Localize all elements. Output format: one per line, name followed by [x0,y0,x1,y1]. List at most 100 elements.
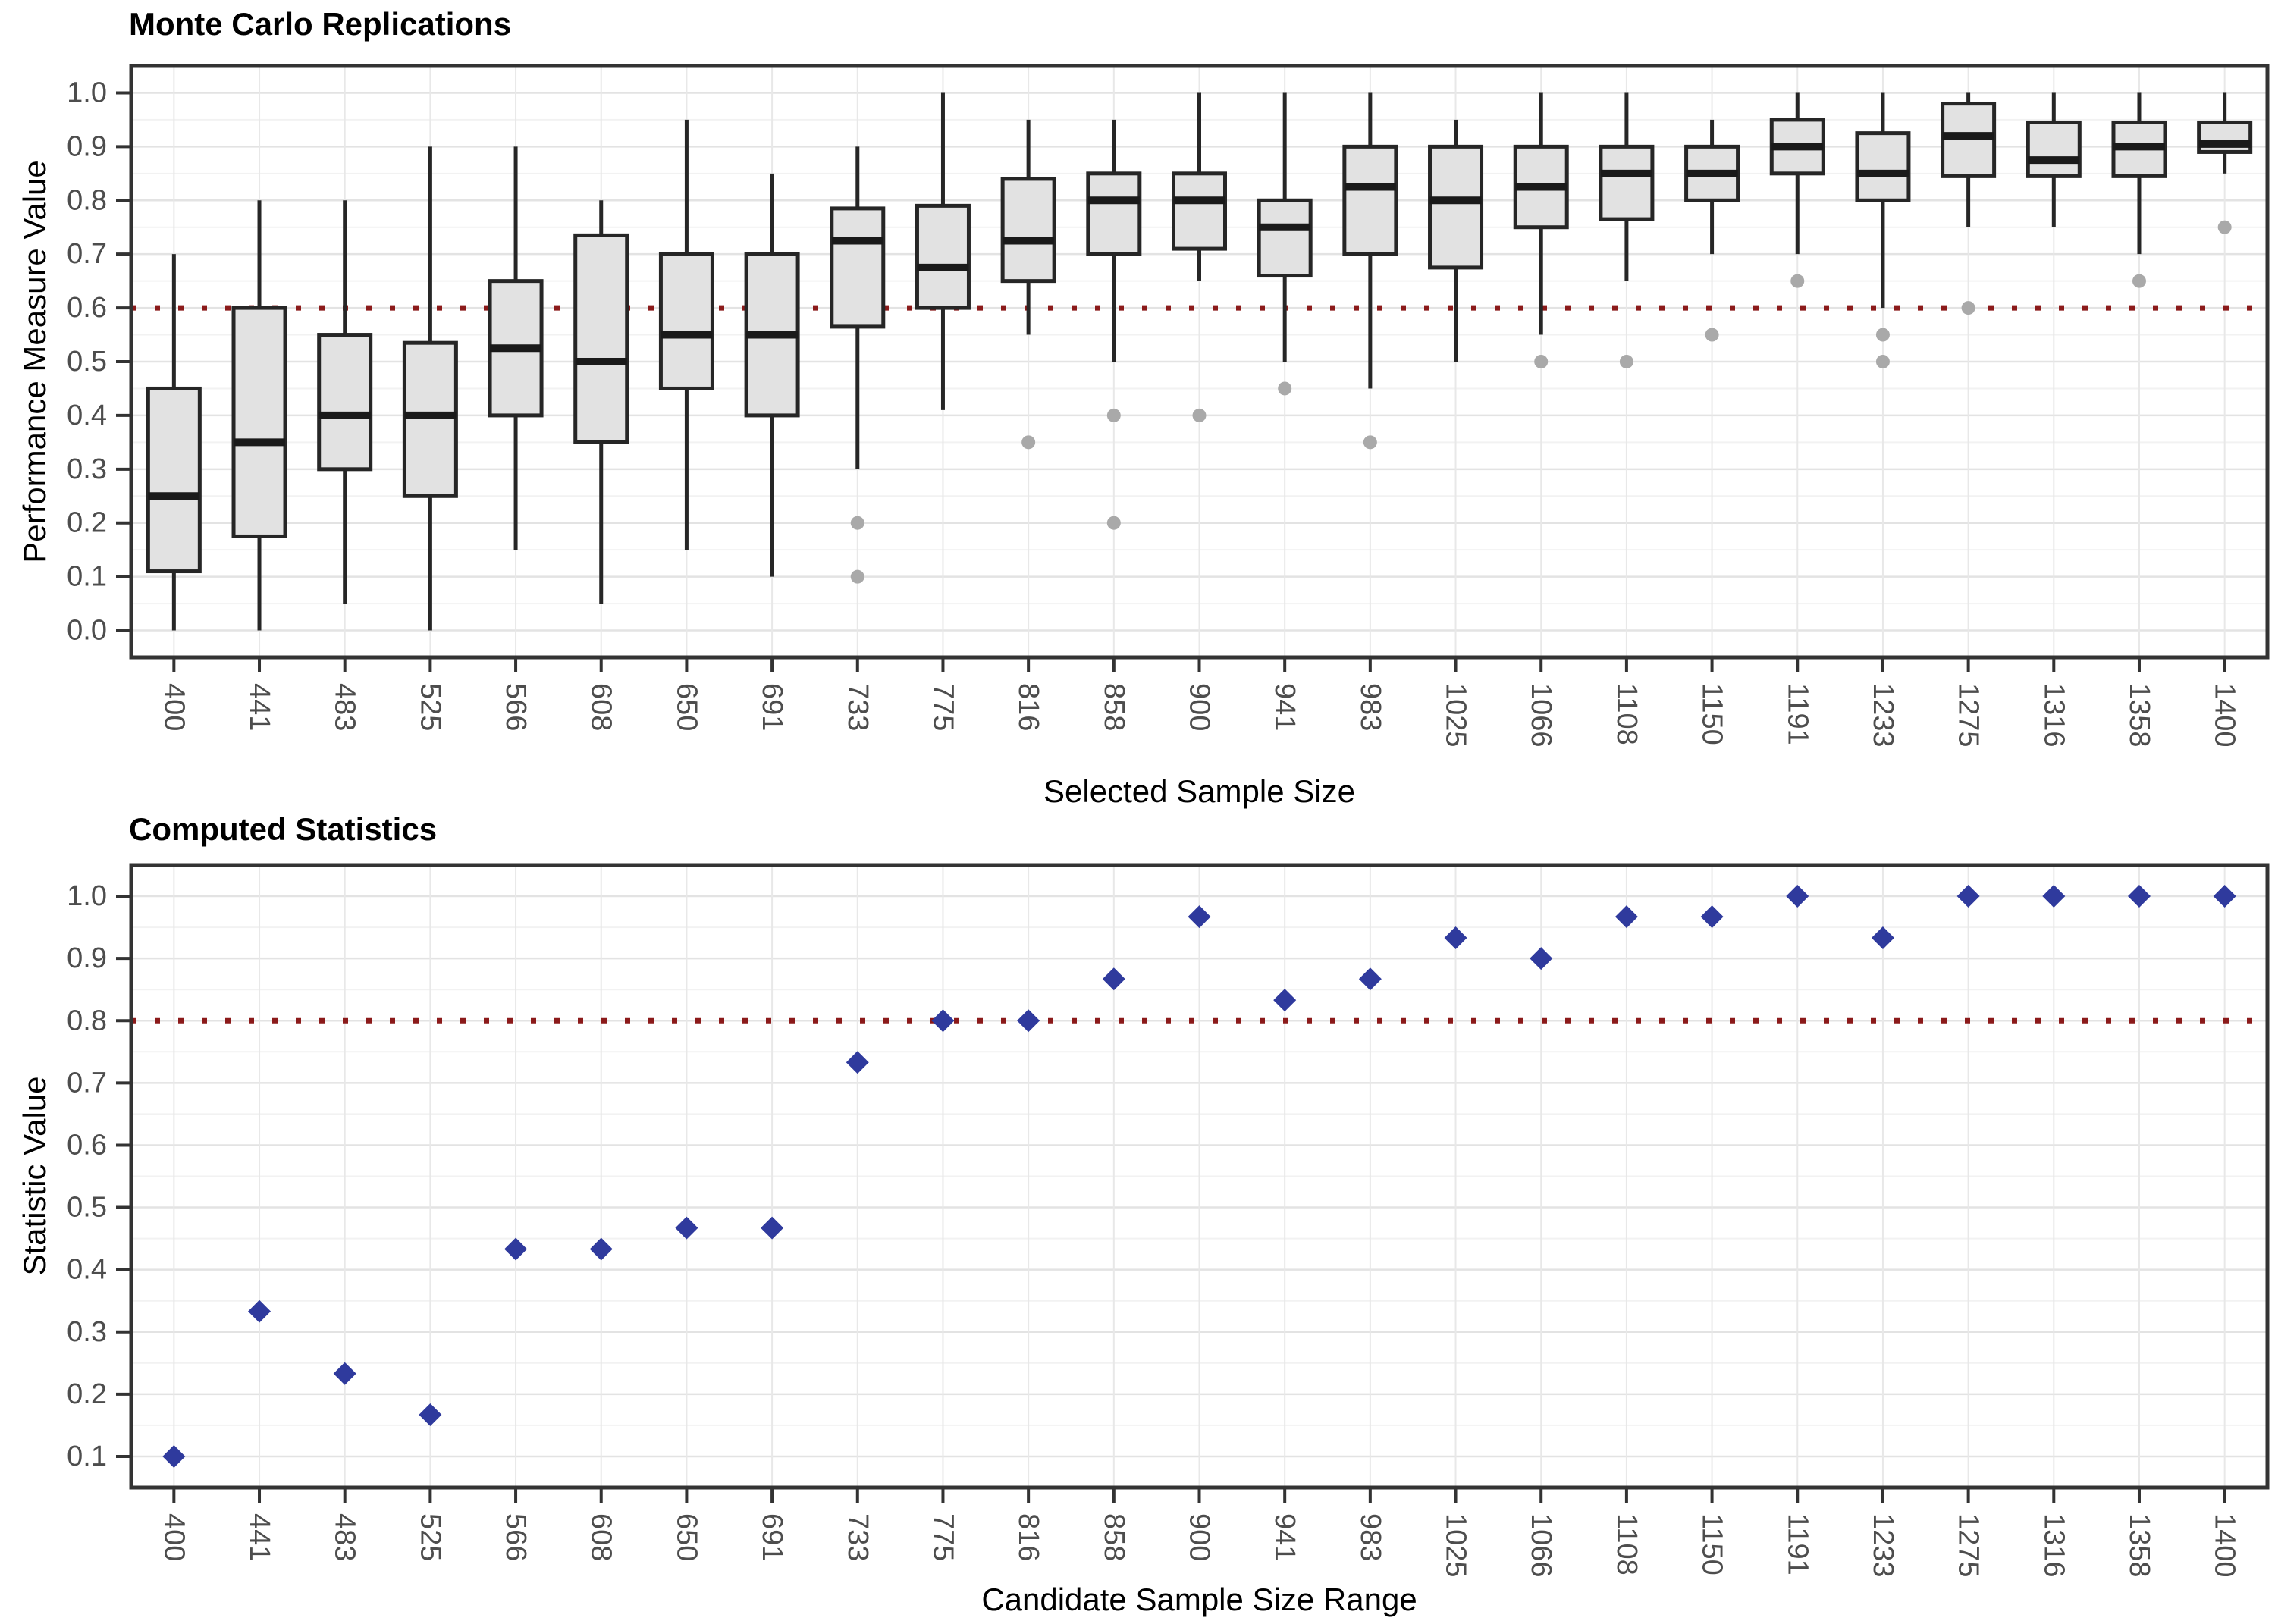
x-tick-label: 1066 [1525,1513,1557,1578]
scatter-point-983 [1358,967,1382,991]
scatter-point-1066 [1530,947,1553,970]
x-tick-label: 608 [585,1513,617,1561]
box-1066 [1513,92,1569,368]
outlier-point [1363,435,1377,450]
box-441 [231,200,287,631]
x-tick-label: 1191 [1781,1513,1813,1575]
x-tick-label: 1066 [1525,683,1557,748]
box-775 [915,92,971,410]
box-483 [317,200,373,604]
scatter-point-1191 [1786,885,1809,908]
outlier-point [1106,516,1121,530]
scatter-point-900 [1188,905,1211,929]
x-tick-label: 1108 [1611,1513,1643,1575]
x-tick-label: 900 [1184,683,1216,731]
x-tick-label: 1275 [1953,683,1985,748]
scatter-point-733 [846,1051,869,1074]
panel-2: 0.1 0.2 0.3 0.4 0.5 0.6 0.7 0.8 0.9 1.0 400 441 483 5… [67,863,2270,1578]
y-tick-label: 1.0 [67,77,107,108]
x-tick-label: 525 [414,1513,446,1561]
scatter-point-941 [1273,989,1297,1012]
scatter-point-858 [1102,967,1125,991]
outlier-point [1705,328,1719,342]
y-tick-label: 0.2 [67,1378,107,1410]
box-1316 [2026,92,2082,227]
scatter-point-400 [162,1444,186,1468]
outlier-point [1875,328,1890,342]
outlier-point [2217,220,2232,234]
y-tick-label: 0.9 [67,942,107,974]
x-tick-label: 483 [329,683,361,731]
y-tick-label: 1.0 [67,880,107,912]
x-tick-label: 775 [927,683,959,731]
box-983 [1342,92,1398,450]
scatter-point-1316 [2042,885,2066,908]
x-tick-label: 441 [243,683,275,731]
x-tick-label: 1150 [1696,1513,1728,1575]
x-tick-label: 691 [756,1513,788,1561]
scatter-point-1150 [1700,905,1724,929]
box-650 [658,119,714,550]
scatter-point-816 [1017,1009,1040,1033]
y-tick-label: 0.3 [67,1316,107,1348]
x-tick-label: 858 [1098,1513,1130,1561]
y-tick-label: 0.7 [67,238,107,270]
panel1-y-axis-title: Performance Measure Value [17,160,52,563]
x-tick-label: 400 [158,683,190,731]
panel2-title: Computed Statistics [129,811,438,847]
x-tick-label: 650 [670,1513,702,1561]
x-tick-label: 1358 [2123,683,2155,748]
panel2-x-axis-title: Candidate Sample Size Range [981,1582,1417,1617]
outlier-point [850,516,864,530]
box-525 [402,146,458,631]
y-tick-label: 0.5 [67,346,107,378]
panel-1: 0.0 0.1 0.2 0.3 0.4 0.5 0.6 0.7 0.8 0.9 1.0 400 441 4… [67,64,2270,748]
scatter-point-775 [931,1009,955,1033]
x-tick-label: 1400 [2209,683,2241,748]
box-733 [830,146,886,584]
y-tick-label: 0.4 [67,1254,107,1286]
outlier-point [2132,274,2146,288]
x-tick-label: 525 [414,683,446,731]
x-tick-label: 1025 [1440,1513,1472,1578]
scatter-point-1400 [2213,885,2236,908]
outlier-point [1106,408,1121,422]
outlier-point [1875,355,1890,368]
box-1233 [1855,92,1911,368]
scatter-point-650 [675,1216,698,1240]
x-tick-label: 733 [842,1513,874,1561]
y-tick-label: 0.5 [67,1192,107,1224]
scatter-point-691 [761,1216,784,1240]
x-tick-label: 816 [1012,683,1044,731]
outlier-point [1961,301,1975,315]
scatter-point-1025 [1444,926,1467,950]
y-tick-label: 0.1 [67,561,107,593]
box-900 [1172,92,1227,422]
x-tick-label: 1316 [2038,683,2069,748]
panel1-x-axis-title: Selected Sample Size [1043,773,1355,809]
x-tick-label: 900 [1184,1513,1216,1561]
outlier-point [850,569,864,584]
y-tick-label: 0.6 [67,1129,107,1161]
x-tick-label: 1358 [2123,1513,2155,1578]
scatter-point-1358 [2127,885,2151,908]
scatter-point-525 [419,1403,442,1426]
box-816 [1000,119,1056,450]
y-tick-label: 0.8 [67,1005,107,1036]
y-tick-label: 0.0 [67,615,107,647]
x-tick-label: 1233 [1867,683,1899,748]
box-1358 [2111,92,2167,288]
box-1275 [1941,92,1997,315]
box-1025 [1428,119,1484,362]
panel2-y-axis-title: Statistic Value [17,1076,52,1276]
x-tick-label: 1108 [1611,683,1643,745]
x-tick-label: 1275 [1953,1513,1985,1578]
x-tick-label: 441 [243,1513,275,1561]
x-tick-label: 1400 [2209,1513,2241,1578]
y-tick-label: 0.3 [67,453,107,485]
scatter-point-1275 [1956,885,1980,908]
x-tick-label: 608 [585,683,617,731]
y-tick-label: 0.1 [67,1441,107,1472]
y-tick-label: 0.6 [67,292,107,324]
